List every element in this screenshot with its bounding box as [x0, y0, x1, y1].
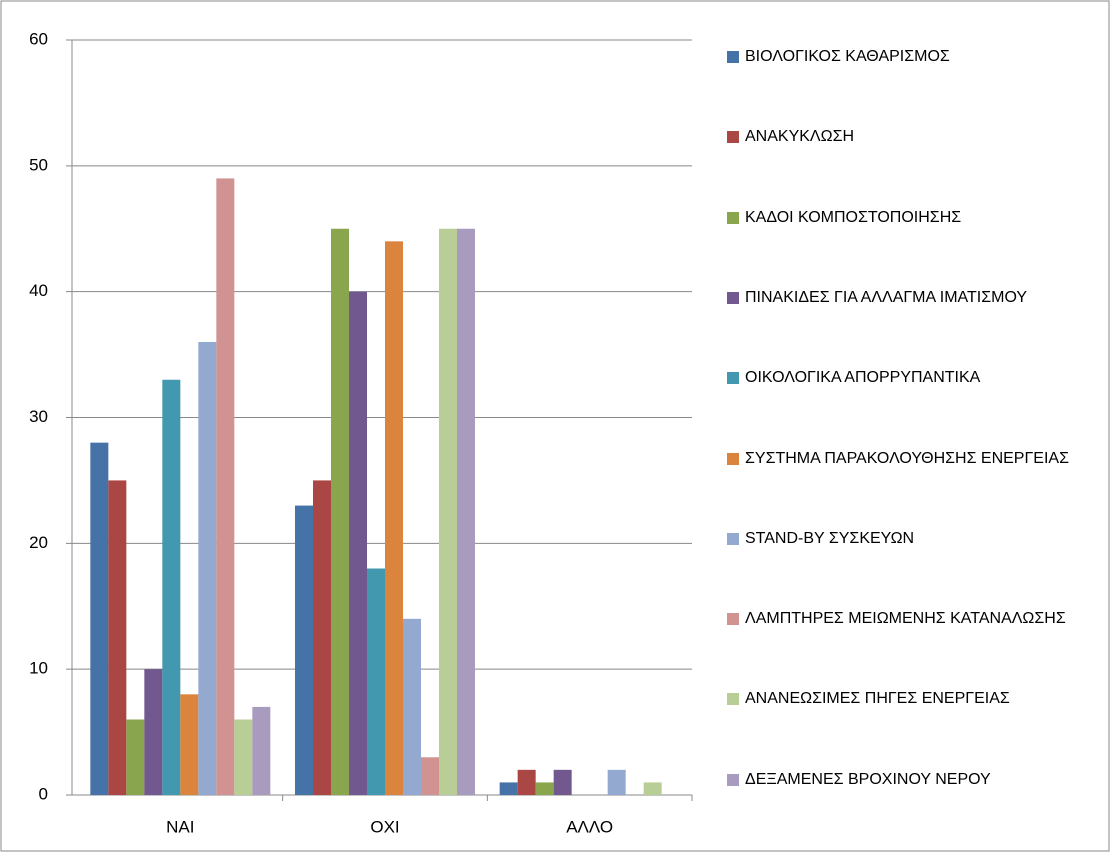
bar — [553, 769, 572, 795]
bar — [403, 618, 421, 795]
y-tick-label: 10 — [29, 659, 48, 678]
legend-item: ΛΑΜΠΤΗΡΕΣ ΜΕΙΩΜΕΝΗΣ ΚΑΤΑΝΑΛΩΣΗΣ — [727, 605, 1092, 633]
legend-item: ΠΙΝΑΚΙΔΕΣ ΓΙΑ ΑΛΛΑΓΜΑ ΙΜΑΤΙΣΜΟΥ — [727, 284, 1092, 312]
legend-item: ΑΝΑΝΕΩΣΙΜΕΣ ΠΗΓΕΣ ΕΝΕΡΓΕΙΑΣ — [727, 685, 1092, 713]
bar — [90, 442, 109, 795]
bar — [198, 342, 217, 795]
legend-label: ΛΑΜΠΤΗΡΕΣ ΜΕΙΩΜΕΝΗΣ ΚΑΤΑΝΑΛΩΣΗΣ — [745, 610, 1066, 628]
legend-label: STAND-BY ΣΥΣΚΕΥΩΝ — [745, 529, 915, 547]
legend-swatch — [727, 51, 739, 63]
bar — [252, 706, 271, 795]
bar — [457, 228, 475, 795]
bar — [517, 769, 536, 795]
bar — [180, 694, 199, 795]
legend-label: ΑΝΑΚΥΚΛΩΣΗ — [745, 128, 855, 146]
bar — [349, 291, 367, 795]
legend-item: STAND-BY ΣΥΣΚΕΥΩΝ — [727, 525, 1092, 553]
legend-swatch — [727, 452, 739, 465]
legend-item: ΟΙΚΟΛΟΓΙΚΑ ΑΠΟΡΡΥΠΑΝΤΙΚΑ — [727, 364, 1092, 392]
bar — [535, 782, 554, 795]
y-tick-label: 30 — [29, 407, 48, 426]
legend-swatch — [727, 291, 739, 304]
legend-swatch — [727, 773, 739, 786]
bar — [439, 228, 457, 795]
legend-label: ΚΑΔΟΙ ΚΟΜΠΟΣΤΟΠΟΙΗΣΗΣ — [745, 208, 962, 226]
x-tick-label: ΟΧΙ — [370, 817, 399, 836]
legend-label: ΟΙΚΟΛΟΓΙΚΑ ΑΠΟΡΡΥΠΑΝΤΙΚΑ — [745, 369, 981, 387]
legend-label: ΣΥΣΤΗΜΑ ΠΑΡΑΚΟΛΟΥΘΗΣΗΣ ΕΝΕΡΓΕΙΑΣ — [745, 449, 1069, 467]
legend-label: ΔΕΞΑΜΕΝΕΣ ΒΡΟΧΙΝΟΥ ΝΕΡΟΥ — [745, 770, 991, 788]
bar — [216, 178, 235, 795]
legend-swatch — [727, 131, 739, 144]
bar — [313, 480, 331, 795]
x-tick-label: ΑΛΛΟ — [566, 817, 613, 836]
legend-swatch — [727, 372, 739, 385]
legend-label: ΠΙΝΑΚΙΔΕΣ ΓΙΑ ΑΛΛΑΓΜΑ ΙΜΑΤΙΣΜΟΥ — [745, 288, 1028, 306]
bar — [234, 719, 253, 795]
bar — [367, 568, 385, 795]
legend-item: ΑΝΑΚΥΚΛΩΣΗ — [727, 123, 1092, 151]
bar — [331, 228, 349, 795]
legend-swatch — [727, 211, 739, 224]
legend-item: ΣΥΣΤΗΜΑ ΠΑΡΑΚΟΛΟΥΘΗΣΗΣ ΕΝΕΡΓΕΙΑΣ — [727, 445, 1092, 473]
bar — [499, 782, 518, 795]
legend-item: ΔΕΞΑΜΕΝΕΣ ΒΡΟΧΙΝΟΥ ΝΕΡΟΥ — [727, 766, 1092, 794]
bar — [421, 757, 439, 795]
y-tick-label: 60 — [29, 29, 48, 48]
legend-swatch — [727, 693, 739, 706]
x-tick-label: ΝΑΙ — [166, 817, 194, 836]
legend-item: ΒΙΟΛΟΓΙΚΟΣ ΚΑΘΑΡΙΣΜΟΣ — [727, 43, 1092, 71]
bar — [385, 241, 403, 796]
bar — [607, 769, 626, 795]
bar — [108, 480, 127, 795]
bar — [643, 782, 662, 795]
legend-label: ΑΝΑΝΕΩΣΙΜΕΣ ΠΗΓΕΣ ΕΝΕΡΓΕΙΑΣ — [745, 690, 1010, 708]
bar — [126, 719, 145, 795]
bar — [144, 669, 163, 795]
y-tick-label: 20 — [29, 533, 48, 552]
bar — [162, 379, 181, 795]
legend-item: ΚΑΔΟΙ ΚΟΜΠΟΣΤΟΠΟΙΗΣΗΣ — [727, 204, 1092, 232]
y-tick-label: 0 — [39, 784, 48, 803]
legend-swatch — [727, 613, 739, 626]
y-tick-label: 50 — [29, 155, 48, 174]
legend-label: ΒΙΟΛΟΓΙΚΟΣ ΚΑΘΑΡΙΣΜΟΣ — [745, 48, 950, 65]
legend-swatch — [727, 532, 739, 545]
bar — [295, 505, 313, 795]
y-tick-label: 40 — [29, 281, 48, 300]
